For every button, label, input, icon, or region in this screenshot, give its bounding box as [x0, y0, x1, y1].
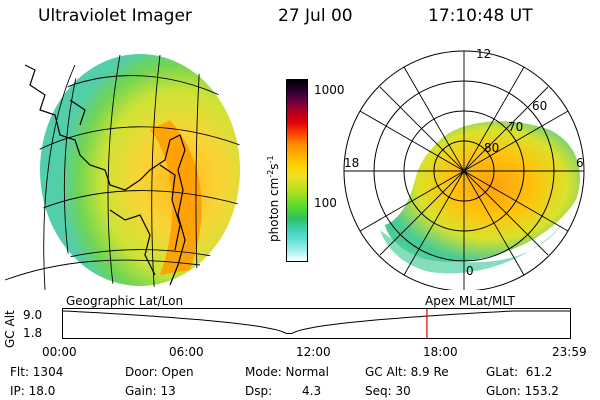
coastline [24, 64, 186, 286]
dsp-value: 4.3 [302, 384, 322, 398]
polar-mlt-12: 12 [476, 47, 491, 61]
ip-value: IP: 18.0 [10, 384, 56, 398]
polar-lat-80: 80 [484, 141, 499, 155]
time-tick-1800: 18:00 [423, 345, 458, 359]
time-tick-1200: 12:00 [296, 345, 331, 359]
gain-value: Gain: 13 [125, 384, 176, 398]
geo-auroral-oval [150, 120, 202, 275]
geographic-latitude: GLat: 61.2 [486, 365, 553, 379]
time-tick-2359: 23:59 [552, 345, 587, 359]
colorbar-tick-1000: 1000 [314, 83, 345, 97]
altitude-tick-9: 9.0 [23, 308, 43, 322]
flight-number: Flt: 1304 [10, 365, 64, 379]
polar-mlt-6: 6 [576, 156, 584, 170]
altitude-axis-label: GC Alt [3, 310, 17, 348]
polar-lat-70: 70 [508, 120, 523, 134]
colorbar-unit-label: photon cm-2s-1 [266, 155, 281, 242]
altitude-tick-1-8: 1.8 [23, 326, 43, 340]
colorbar-tick-100: 100 [314, 196, 337, 210]
apex-panel-label: Apex MLat/MLT [425, 294, 515, 308]
geo-grid-outer [4, 64, 201, 290]
polar-mlat-mlt-plot: 80 70 60 12 18 6 0 [343, 47, 585, 290]
instrument-title: Ultraviolet Imager [38, 6, 192, 26]
mode-value: Mode: Normal [245, 365, 329, 379]
time-tick-0600: 06:00 [169, 345, 204, 359]
altitude-timeline-plot [62, 308, 571, 339]
time-tick-0000: 00:00 [42, 345, 77, 359]
polar-lat-60: 60 [532, 99, 547, 113]
gc-altitude: GC Alt: 8.9 Re [365, 365, 449, 379]
geographic-longitude: GLon: 153.2 [486, 384, 559, 398]
date-label: 27 Jul 00 [278, 6, 353, 26]
color-scale-bar [286, 79, 308, 262]
polar-mlt-spokes [344, 51, 584, 290]
polar-emission-fringe [380, 220, 565, 274]
polar-mlt-18: 18 [344, 156, 359, 170]
door-status: Door: Open [125, 365, 194, 379]
dsp-label: Dsp: [245, 384, 273, 398]
sequence-number: Seq: 30 [365, 384, 411, 398]
geo-emission-region [40, 54, 240, 286]
time-label: 17:10:48 UT [428, 6, 533, 26]
geographic-panel-label: Geographic Lat/Lon [66, 294, 184, 308]
polar-mlt-0: 0 [466, 264, 474, 278]
polar-emission-region [385, 121, 581, 262]
altitude-curve [62, 310, 571, 334]
geographic-auroral-image [4, 54, 242, 290]
